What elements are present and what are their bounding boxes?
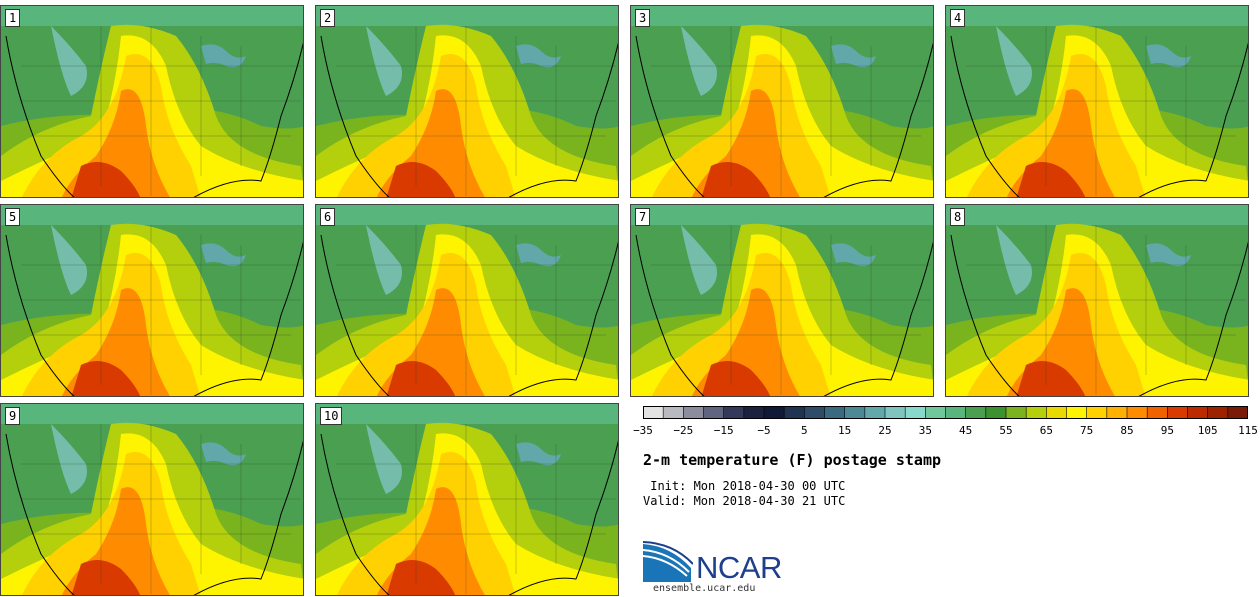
init-time: Init: Mon 2018-04-30 00 UTC: [643, 479, 846, 493]
colorbar-tick-label: −25: [673, 424, 694, 437]
member-label: 2: [320, 9, 336, 27]
colorbar-swatch: [1207, 406, 1229, 419]
colorbar-swatch: [784, 406, 805, 419]
colorbar-swatch: [1046, 406, 1067, 419]
colorbar-swatch: [1227, 406, 1248, 419]
colorbar-swatch: [804, 406, 825, 419]
member-label: 7: [635, 208, 651, 226]
member-label: 6: [320, 208, 336, 226]
temperature-map: [946, 205, 1248, 396]
ensemble-member-panel-3: 3: [630, 5, 934, 198]
colorbar-tick-label: −5: [757, 424, 771, 437]
colorbar-swatch: [824, 406, 846, 419]
ensemble-url: ensemble.ucar.edu: [653, 583, 756, 594]
valid-time: Valid: Mon 2018-04-30 21 UTC: [643, 494, 846, 508]
ensemble-member-panel-1: 1: [0, 5, 304, 198]
colorbar-tick-label: −35: [633, 424, 653, 437]
ensemble-member-panel-6: 6: [315, 204, 619, 397]
colorbar-tick-label: 65: [1039, 424, 1053, 437]
colorbar-swatch: [1026, 406, 1047, 419]
temperature-map: [316, 404, 618, 595]
colorbar-swatch: [925, 406, 946, 419]
member-label: 3: [635, 9, 651, 27]
colorbar-tick-label: 5: [801, 424, 808, 437]
colorbar-swatch: [945, 406, 967, 419]
temperature-map: [1, 205, 303, 396]
colorbar-swatch: [905, 406, 926, 419]
colorbar-swatch: [965, 406, 987, 419]
colorbar-swatch: [885, 406, 906, 419]
colorbar-tick-label: 105: [1197, 424, 1218, 437]
colorbar-swatch: [1086, 406, 1108, 419]
colorbar-swatch: [663, 406, 684, 419]
member-label: 5: [5, 208, 21, 226]
colorbar-swatch: [643, 406, 664, 419]
ensemble-member-panel-4: 4: [945, 5, 1249, 198]
member-label: 4: [950, 9, 966, 27]
colorbar-tick-label: 95: [1160, 424, 1174, 437]
colorbar-swatch: [1106, 406, 1128, 419]
colorbar-swatch: [1147, 406, 1168, 419]
colorbar-swatch: [683, 406, 704, 419]
colorbar-swatch: [703, 406, 725, 419]
temperature-map: [946, 6, 1248, 197]
temperature-map: [631, 205, 933, 396]
colorbar-tick-label: 25: [878, 424, 892, 437]
temperature-map: [316, 205, 618, 396]
colorbar-swatch: [764, 406, 785, 419]
ncar-logo-text: NCAR: [696, 550, 782, 585]
member-label: 10: [320, 407, 343, 425]
member-label: 1: [5, 9, 21, 27]
ensemble-member-panel-5: 5: [0, 204, 304, 397]
colorbar-tick-label: 45: [959, 424, 973, 437]
plot-title: 2-m temperature (F) postage stamp: [643, 451, 942, 469]
colorbar-swatch: [1066, 406, 1088, 419]
temperature-map: [631, 6, 933, 197]
ensemble-member-panel-7: 7: [630, 204, 934, 397]
colorbar-swatch: [1167, 406, 1188, 419]
colorbar-tick-label: 55: [999, 424, 1013, 437]
ensemble-member-panel-10: 10: [315, 403, 619, 596]
ensemble-member-panel-8: 8: [945, 204, 1249, 397]
colorbar-tick-label: 15: [838, 424, 852, 437]
colorbar-swatch: [743, 406, 765, 419]
colorbar-tick-label: 85: [1120, 424, 1134, 437]
colorbar-swatch: [864, 406, 886, 419]
colorbar-tick-label: −15: [713, 424, 734, 437]
member-label: 9: [5, 407, 21, 425]
member-label: 8: [950, 208, 966, 226]
temperature-map: [1, 404, 303, 595]
colorbar-swatch: [985, 406, 1007, 419]
colorbar-swatch: [1127, 406, 1148, 419]
colorbar-tick-label: 35: [918, 424, 932, 437]
colorbar-swatch: [1006, 406, 1027, 419]
colorbar-tick-label: 115: [1238, 424, 1258, 437]
temperature-colorbar: [643, 406, 1248, 419]
colorbar-swatch: [844, 406, 866, 419]
ensemble-member-panel-9: 9: [0, 403, 304, 596]
ncar-logo-icon: [643, 540, 693, 582]
temperature-map: [316, 6, 618, 197]
temperature-map: [1, 6, 303, 197]
ensemble-member-panel-2: 2: [315, 5, 619, 198]
colorbar-swatch: [1187, 406, 1209, 419]
colorbar-swatch: [723, 406, 745, 419]
colorbar-tick-label: 75: [1080, 424, 1094, 437]
